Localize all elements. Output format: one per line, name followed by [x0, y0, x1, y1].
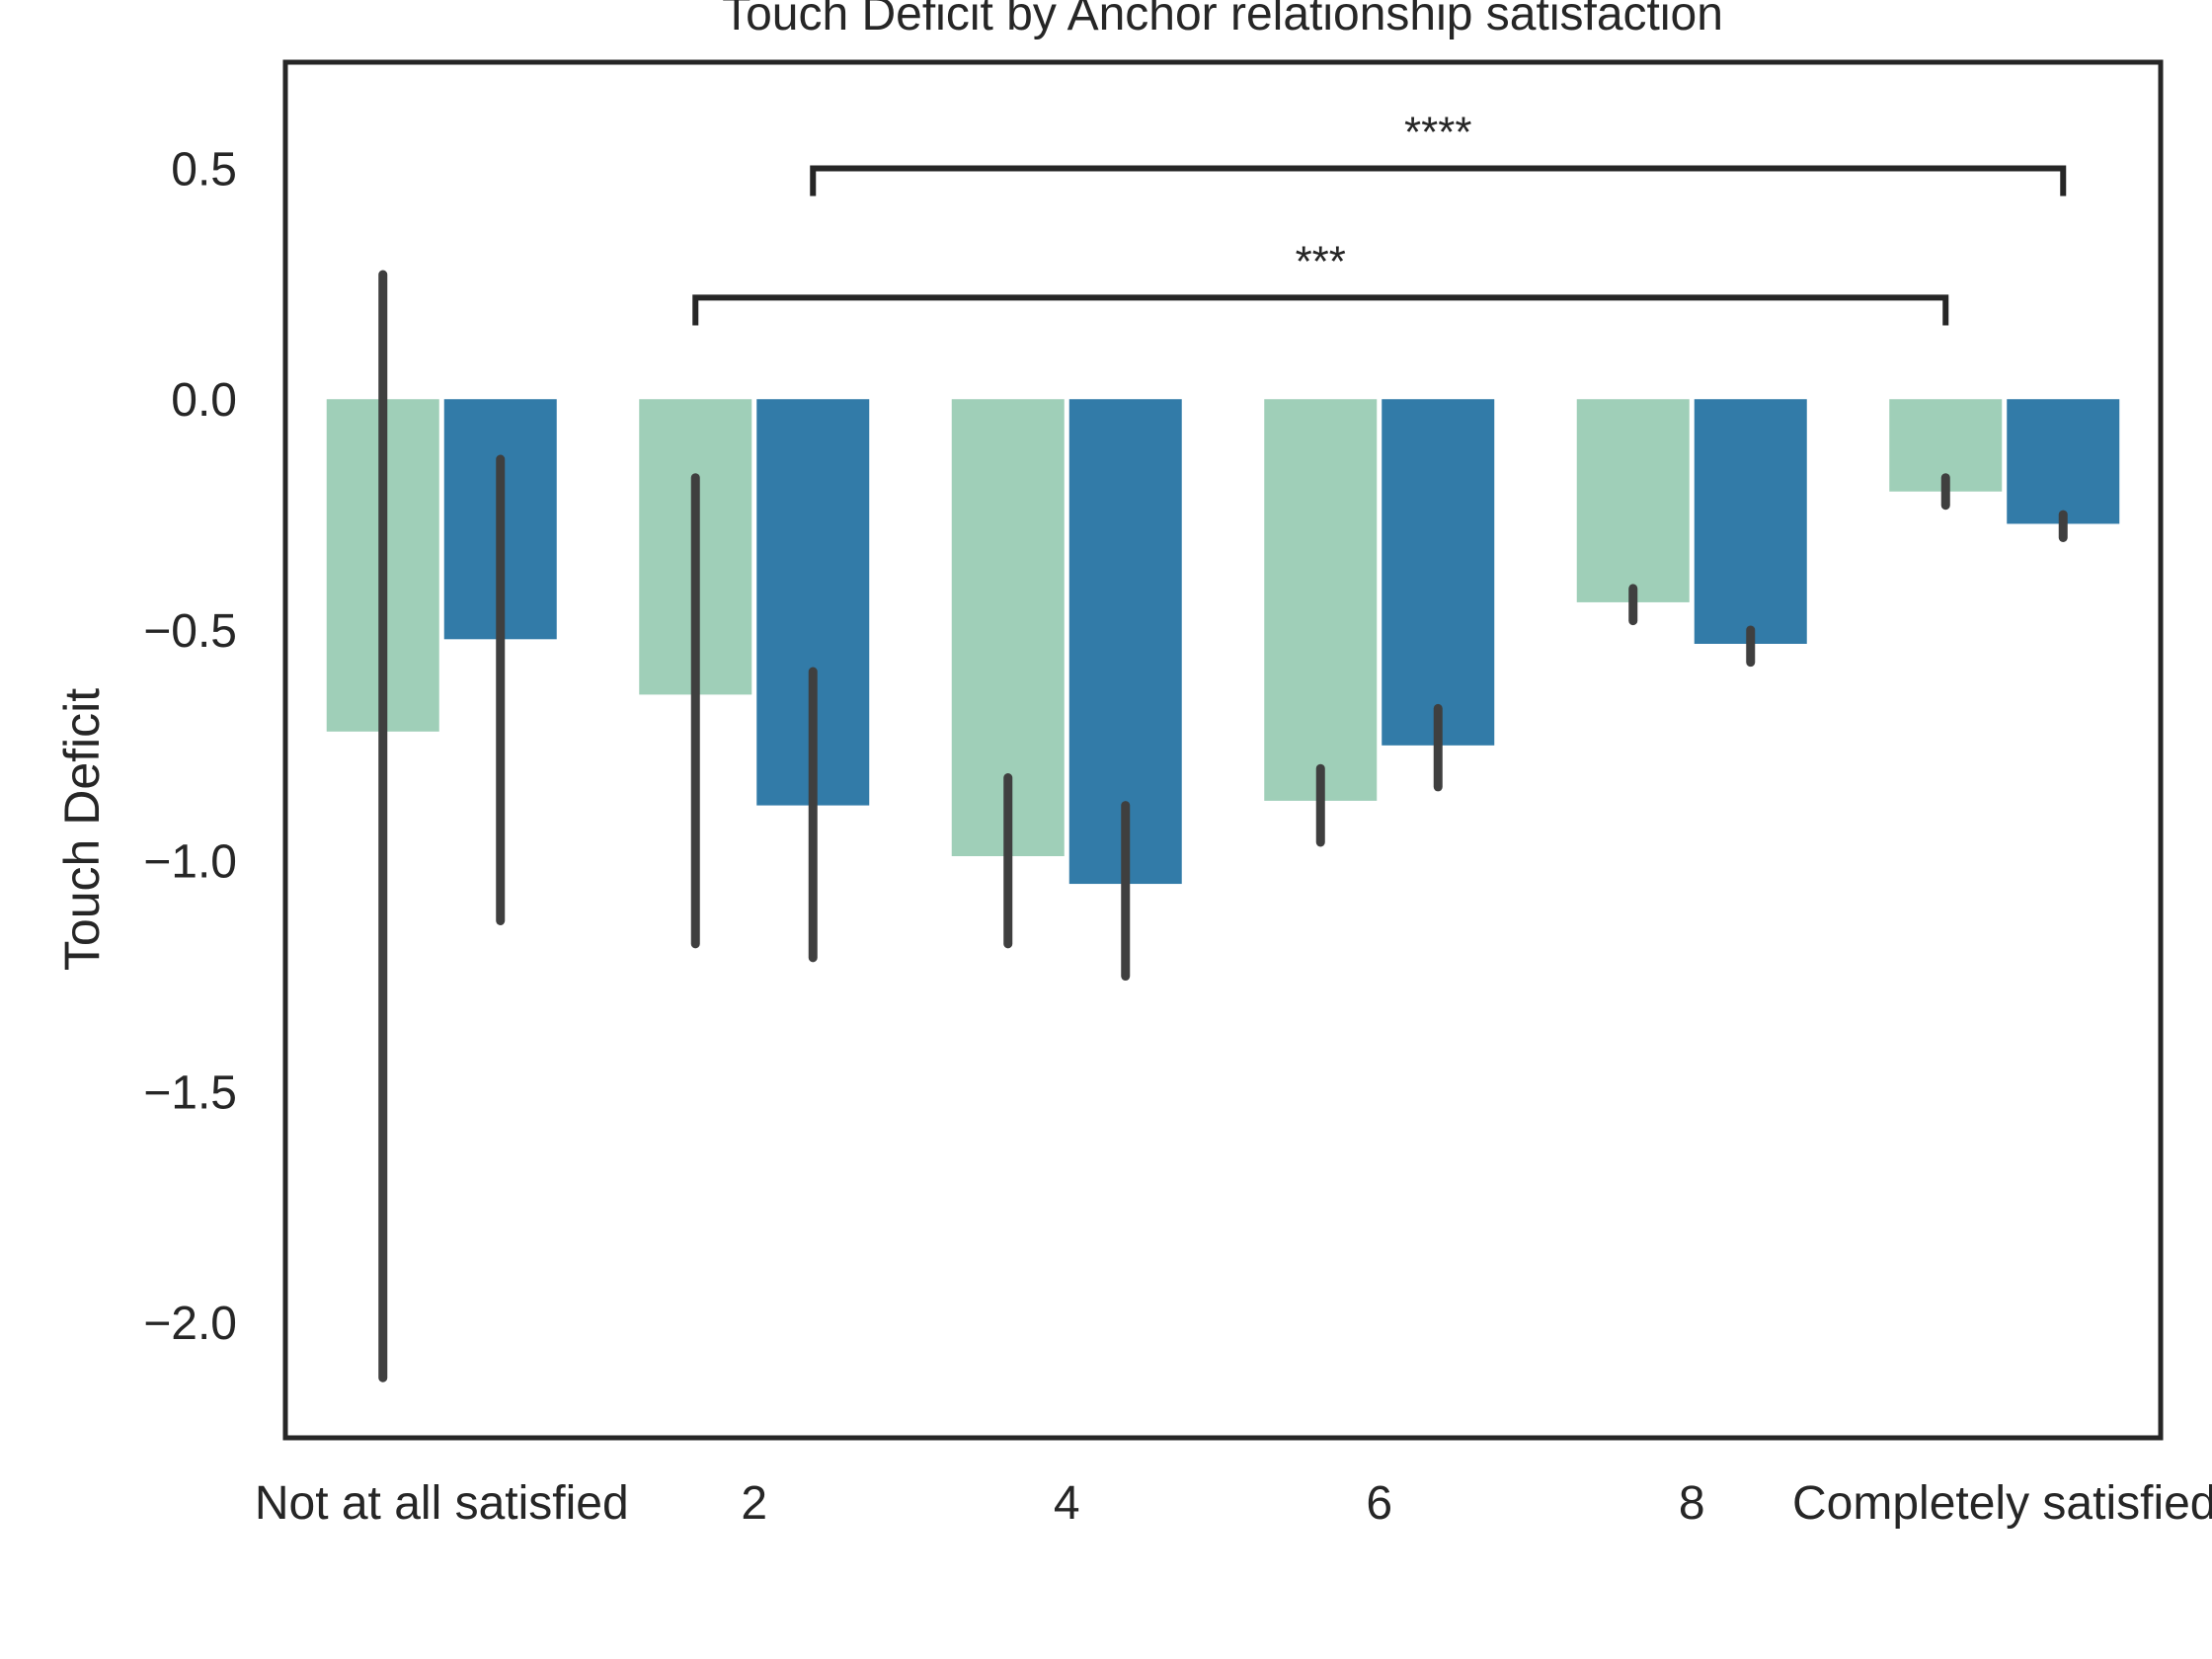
x-tick-label: 2 — [741, 1477, 767, 1530]
significance-label-0: **** — [1404, 109, 1472, 157]
x-tick-label: Not at all satisfied — [255, 1477, 629, 1530]
significance-bracket-1 — [692, 294, 1949, 326]
y-tick-label: 0.0 — [171, 374, 237, 427]
x-tick-label: 8 — [1679, 1477, 1705, 1530]
y-tick-label: −1.0 — [143, 836, 237, 889]
plot-frame — [282, 59, 2164, 1441]
significance-annotations: ******* — [692, 109, 2067, 326]
significance-bracket-0 — [810, 165, 2067, 197]
significance-label-1: *** — [1296, 237, 1346, 285]
chart-title: Touch Deficit by Anchor relationship sat… — [722, 0, 1723, 40]
y-tick-label: −2.0 — [143, 1298, 237, 1350]
y-tick-label: −1.5 — [143, 1066, 237, 1119]
x-tick-label: 6 — [1366, 1477, 1392, 1530]
bar-s1-c4 — [1694, 399, 1807, 644]
y-tick-label: −0.5 — [143, 605, 237, 658]
x-axis-ticks: Not at all satisfied 2 4 6 8 Completely satis… — [255, 1477, 2212, 1530]
bar-s1-c5 — [2007, 399, 2120, 524]
bar-s0-c4 — [1576, 399, 1690, 602]
x-tick-label: Completely satisfied — [1792, 1477, 2212, 1530]
y-axis-ticks: 0.5 0.0 −0.5 −1.0 −1.5 −2.0 — [143, 144, 237, 1351]
bar-s0-c3 — [1264, 399, 1378, 801]
errorbars-group — [378, 270, 2068, 1382]
bar-s1-c3 — [1382, 399, 1495, 746]
bars-group — [326, 399, 2120, 885]
x-tick-label: 4 — [1054, 1477, 1080, 1530]
y-axis-label: Touch Deficit — [54, 688, 110, 971]
y-tick-label: 0.5 — [171, 144, 237, 197]
